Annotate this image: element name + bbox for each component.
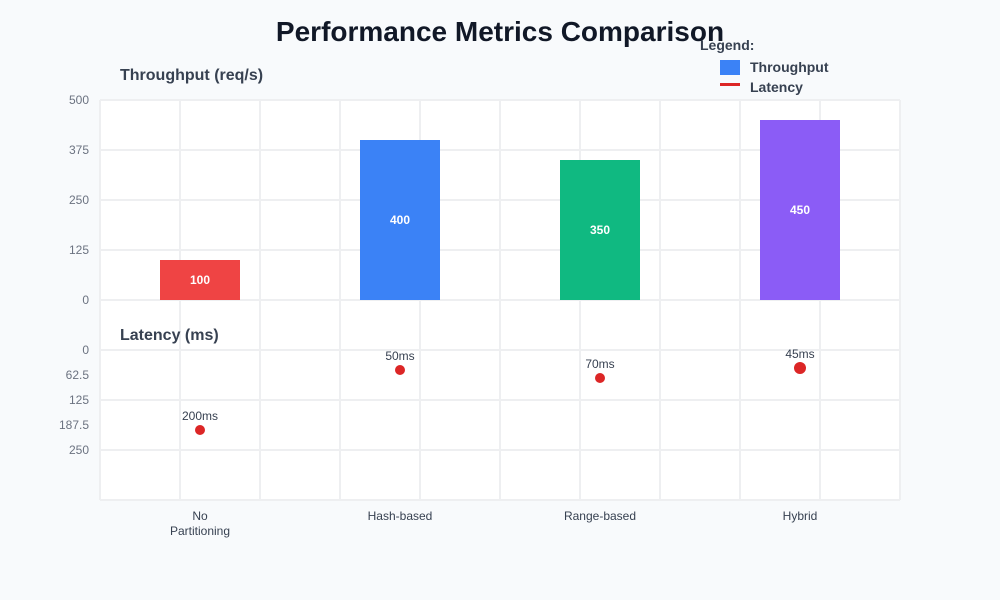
- throughput-tick-label: 250: [69, 193, 89, 207]
- latency-tick-label: 125: [69, 393, 89, 407]
- latency-tick-label: 62.5: [66, 368, 90, 382]
- latency-point-label: 50ms: [385, 349, 414, 363]
- latency-point-label: 200ms: [182, 409, 218, 423]
- throughput-tick-label: 125: [69, 243, 89, 257]
- legend-label-latency: Latency: [750, 79, 803, 95]
- throughput-bar: [360, 140, 440, 300]
- latency-point: [395, 365, 405, 375]
- throughput-bar-label: 400: [390, 213, 410, 227]
- latency-points: 200ms 50ms 70ms 45ms: [182, 347, 815, 435]
- latency-axis: 0 62.5 125 187.5 250: [59, 343, 89, 457]
- throughput-tick-label: 500: [69, 93, 89, 107]
- latency-point-label: 70ms: [585, 357, 614, 371]
- x-category-label: No: [192, 509, 208, 523]
- latency-point: [595, 373, 605, 383]
- legend-title: Legend:: [700, 37, 754, 53]
- throughput-bar-label: 350: [590, 223, 610, 237]
- throughput-section-label: Throughput (req/s): [120, 67, 263, 84]
- throughput-bar-label: 450: [790, 203, 810, 217]
- throughput-axis: 0 125 250 375 500: [69, 93, 89, 307]
- legend: Legend: Throughput Latency: [700, 37, 829, 95]
- legend-swatch-latency: [720, 83, 740, 86]
- latency-tick-label: 187.5: [59, 418, 89, 432]
- x-category-label: Hash-based: [368, 509, 433, 523]
- throughput-bar: [560, 160, 640, 300]
- x-category-label: Partitioning: [170, 524, 230, 538]
- throughput-bar-label: 100: [190, 273, 210, 287]
- chart-title: Performance Metrics Comparison: [276, 16, 724, 47]
- latency-tick-label: 250: [69, 443, 89, 457]
- latency-section-label: Latency (ms): [120, 327, 219, 344]
- x-category-label: Hybrid: [783, 509, 818, 523]
- throughput-bar: [160, 260, 240, 300]
- legend-swatch-throughput: [720, 60, 740, 75]
- legend-label-throughput: Throughput: [750, 59, 829, 75]
- throughput-tick-label: 375: [69, 143, 89, 157]
- latency-point: [195, 425, 205, 435]
- latency-point: [794, 362, 806, 374]
- latency-point-label: 45ms: [785, 347, 814, 361]
- x-category-label: Range-based: [564, 509, 636, 523]
- throughput-bar: [760, 120, 840, 300]
- throughput-tick-label: 0: [82, 293, 89, 307]
- throughput-bars: 100 400 350 450: [160, 120, 840, 300]
- latency-tick-label: 0: [82, 343, 89, 357]
